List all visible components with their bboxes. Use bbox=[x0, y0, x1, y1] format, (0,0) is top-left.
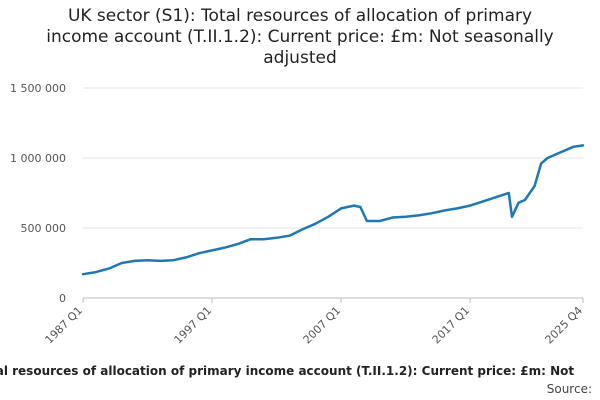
series-line bbox=[81, 144, 585, 276]
x-tick-label: 1987 Q1 bbox=[43, 304, 86, 347]
y-tick-label: 1 500 000 bbox=[10, 82, 66, 95]
x-tick-label: 2025 Q4 bbox=[543, 304, 586, 347]
chart-title-line-3: adjusted bbox=[263, 48, 337, 68]
chart-title: UK sector (S1): Total resources of alloc… bbox=[0, 6, 600, 69]
y-tick-label: 500 000 bbox=[21, 222, 67, 235]
series-group bbox=[81, 144, 585, 276]
y-axis: 0 500 000 1 000 000 1 500 000 bbox=[10, 82, 66, 305]
gridlines bbox=[83, 87, 583, 229]
y-tick-label: 1 000 000 bbox=[10, 152, 66, 165]
chart-title-line-2: income account (T.II.1.2): Current price… bbox=[46, 27, 554, 47]
x-tick-label: 1997 Q1 bbox=[172, 304, 215, 347]
y-tick-label: 0 bbox=[59, 292, 66, 305]
x-tick-label: 2007 Q1 bbox=[301, 304, 344, 347]
x-axis: 1987 Q1 1997 Q1 2007 Q1 2017 Q1 2025 Q4 bbox=[43, 297, 586, 347]
x-tick-label: 2017 Q1 bbox=[430, 304, 473, 347]
footer-series-name: tal resources of allocation of primary i… bbox=[0, 364, 575, 378]
footer-source-label: Source: bbox=[546, 382, 592, 396]
chart-title-line-1: UK sector (S1): Total resources of alloc… bbox=[67, 6, 533, 26]
